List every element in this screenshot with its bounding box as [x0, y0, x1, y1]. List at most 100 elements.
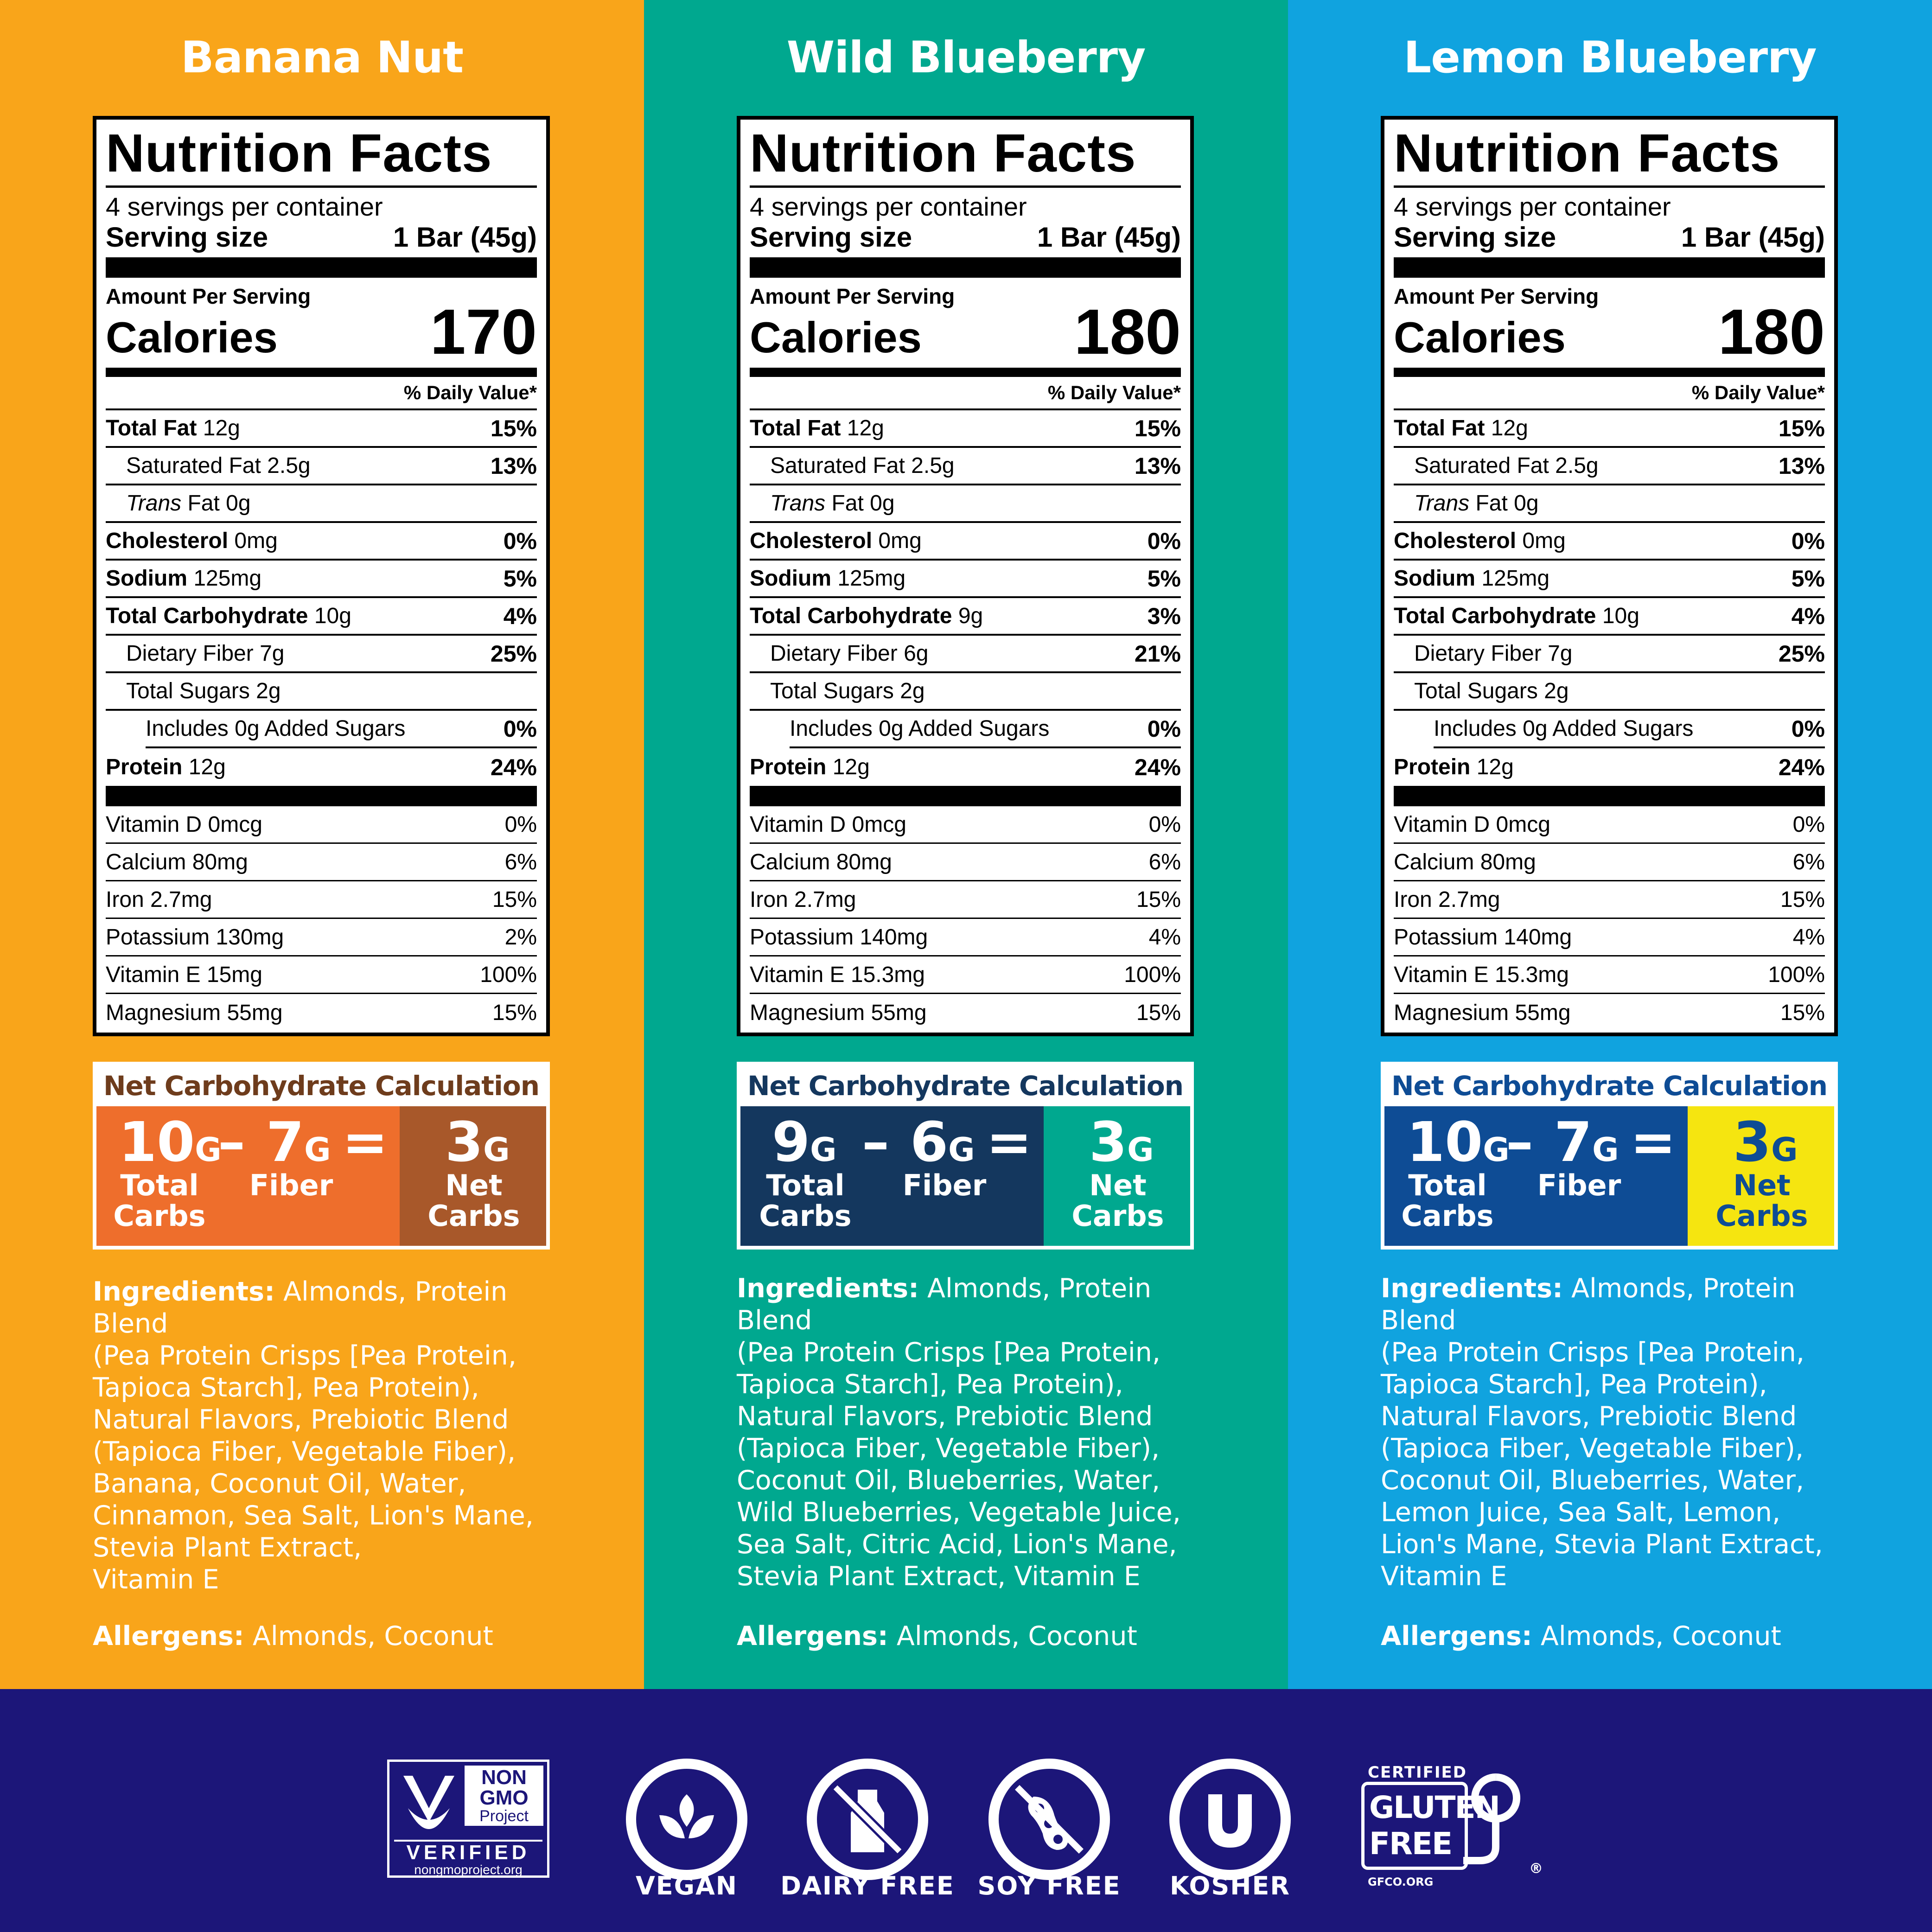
- vitamin-percent: 100%: [480, 962, 537, 987]
- vitamin-label: Calcium 80mg: [1394, 849, 1536, 874]
- total-carbohydrate-row: Total Carbohydrate 9g 3%: [750, 598, 1181, 636]
- added-sugars-row: Includes 0g Added Sugars 0%: [146, 711, 537, 748]
- flavor-column: Wild Blueberry Nutrition Facts 4 servings …: [644, 0, 1288, 1689]
- vitamin-label: Potassium 140mg: [750, 925, 928, 950]
- vitamin-label: Calcium 80mg: [750, 849, 892, 874]
- dietary-fiber-row: Dietary Fiber 7g 25%: [106, 636, 537, 673]
- fiber-number: 7: [1554, 1110, 1593, 1174]
- sodium-row-amount: 125mg: [1481, 566, 1550, 591]
- ingredients-line: (Pea Protein Crisps [Pea Protein,: [737, 1337, 1210, 1369]
- total-carbs-value: 10G: [119, 1115, 222, 1169]
- total-fat-row: Total Fat 12g 15%: [750, 410, 1181, 448]
- serving-size-value: 1 Bar (45g): [393, 222, 537, 253]
- sodium-row-percent: 5%: [1147, 565, 1181, 592]
- gluten-free-reg: ®: [1529, 1861, 1543, 1877]
- daily-value-heading: % Daily Value*: [106, 377, 537, 410]
- allergens-value: Almonds, Coconut: [888, 1621, 1137, 1651]
- sodium-row: Sodium 125mg 5%: [750, 561, 1181, 598]
- vitamin-row: Iron 2.7mg 15%: [750, 881, 1181, 919]
- total-fat-row-label: Total Fat 12g: [1394, 415, 1528, 441]
- allergens-label: Allergens:: [93, 1621, 244, 1651]
- net-carb-result: 3G Net Carbs: [1044, 1106, 1190, 1246]
- vitamins-list: Vitamin D 0mcg 0% Calcium 80mg 6% Iron 2.7mg…: [1394, 806, 1825, 1032]
- protein-label: Protein 12g: [106, 754, 226, 780]
- vitamin-label: Calcium 80mg: [106, 849, 248, 874]
- total-carbohydrate-row-name: Total Carbohydrate: [106, 604, 308, 628]
- trans-fat-italic: Trans: [126, 491, 182, 516]
- allergens-label: Allergens:: [737, 1621, 888, 1651]
- saturated-fat-row-label: Saturated Fat 2.5g: [770, 453, 955, 478]
- total-carbs-label-line: Carbs: [1401, 1199, 1494, 1233]
- total-fat-row: Total Fat 12g 15%: [106, 410, 537, 448]
- trans-fat-amount: Fat 0g: [1475, 491, 1539, 516]
- vitamin-label: Magnesium 55mg: [750, 1001, 927, 1025]
- non-gmo-verified: VERIFIED: [394, 1840, 542, 1864]
- cholesterol-row: Cholesterol 0mg 0%: [1394, 523, 1825, 561]
- ingredients-line: Ingredients: Almonds, Protein Blend: [1381, 1273, 1854, 1337]
- ingredients-line-text: (Pea Protein Crisps [Pea Protein,: [737, 1337, 1161, 1368]
- net-carb-left: 10G –7G = Total Carbs Fiber: [1384, 1106, 1688, 1246]
- badge-label: VEGAN: [636, 1871, 738, 1900]
- protein-name: Protein: [106, 755, 183, 779]
- allergens-text: Allergens: Almonds, Coconut: [737, 1620, 1137, 1652]
- ingredients-line: Ingredients: Almonds, Protein Blend: [93, 1276, 566, 1340]
- net-carbs-label: Net Carbs: [1711, 1170, 1813, 1231]
- ingredients-line: Coconut Oil, Blueberries, Water,: [737, 1465, 1210, 1497]
- total-sugars-row: Total Sugars 2g: [750, 673, 1181, 711]
- net-carbs-label-line: Net: [1733, 1168, 1791, 1202]
- total-fat-row-amount: 12g: [1491, 416, 1528, 440]
- net-carbs-value: 3G: [1089, 1115, 1154, 1169]
- vitamin-row: Vitamin D 0mcg 0%: [750, 806, 1181, 844]
- total-carbohydrate-row: Total Carbohydrate 10g 4%: [106, 598, 537, 636]
- saturated-fat-row-label: Saturated Fat 2.5g: [126, 453, 311, 478]
- divider-thick: [106, 257, 537, 278]
- net-carb-equation: 10G –7G = Total Carbs Fiber 3G Net Carbs: [96, 1106, 546, 1246]
- vitamin-percent: 15%: [1136, 1001, 1181, 1025]
- protein-name: Protein: [1394, 755, 1471, 779]
- sodium-row-name: Sodium: [106, 566, 187, 591]
- vitamin-percent: 15%: [492, 1001, 537, 1025]
- ingredients-line-text: Banana, Coconut Oil, Water,: [93, 1468, 466, 1499]
- ingredients-line-text: Tapioca Starch], Pea Protein),: [1381, 1369, 1767, 1400]
- serving-size-row: Serving size 1 Bar (45g): [1394, 222, 1825, 253]
- ingredients-text: Ingredients: Almonds, Protein Blend (Pea …: [93, 1276, 566, 1596]
- allergens-value: Almonds, Coconut: [1532, 1621, 1781, 1651]
- total-carbohydrate-row-amount: 10g: [1602, 604, 1639, 628]
- ingredients-line-text: Natural Flavors, Prebiotic Blend: [737, 1401, 1153, 1432]
- ingredients-line: Ingredients: Almonds, Protein Blend: [737, 1273, 1210, 1337]
- fiber-unit: G: [948, 1131, 975, 1169]
- added-sugars-percent: 0%: [1147, 715, 1181, 742]
- ingredients-line-text: (Pea Protein Crisps [Pea Protein,: [1381, 1337, 1805, 1368]
- dietary-fiber-row-percent: 21%: [1134, 640, 1181, 667]
- vitamin-row: Potassium 130mg 2%: [106, 919, 537, 956]
- vitamin-percent: 6%: [1792, 849, 1825, 874]
- cholesterol-row: Cholesterol 0mg 0%: [750, 523, 1181, 561]
- ingredients-line: Stevia Plant Extract, Vitamin E: [737, 1561, 1210, 1593]
- ingredients-line: Cinnamon, Sea Salt, Lion's Mane,: [93, 1500, 566, 1532]
- cholesterol-row-percent: 0%: [1147, 528, 1181, 554]
- divider-medium: [1394, 368, 1825, 377]
- ingredients-line: Natural Flavors, Prebiotic Blend: [1381, 1401, 1854, 1433]
- vitamin-percent: 15%: [1780, 887, 1825, 912]
- total-carbohydrate-row-percent: 3%: [1147, 603, 1181, 629]
- calories-value: 170: [430, 296, 537, 368]
- serving-size-value: 1 Bar (45g): [1681, 222, 1825, 253]
- total-carbohydrate-row-name: Total Carbohydrate: [1394, 604, 1596, 628]
- total-fat-row: Total Fat 12g 15%: [1394, 410, 1825, 448]
- nutrition-facts-heading: Nutrition Facts: [750, 126, 1181, 188]
- net-carbs-label-line: Carbs: [427, 1199, 520, 1233]
- ingredients-line-text: Lemon Juice, Sea Salt, Lemon,: [1381, 1497, 1781, 1528]
- soybean-crossed-icon-glyph: [1015, 1785, 1084, 1854]
- saturated-fat-row: Saturated Fat 2.5g 13%: [750, 448, 1181, 485]
- nutrition-facts-panel: Nutrition Facts 4 servings per container S…: [1381, 116, 1838, 1036]
- ingredients-line-text: Almonds, Protein Blend: [1381, 1273, 1796, 1336]
- cholesterol-row-name: Cholesterol: [1394, 529, 1517, 553]
- total-carbs-number: 9: [772, 1110, 810, 1174]
- vitamin-row: Vitamin D 0mcg 0%: [1394, 806, 1825, 844]
- fiber-number: 7: [266, 1110, 305, 1174]
- divider-thick: [106, 786, 537, 806]
- gluten-free-textbox: GLUTEN FREE: [1361, 1782, 1500, 1870]
- flavor-column: Lemon Blueberry Nutrition Facts 4 servings…: [1288, 0, 1932, 1689]
- fiber-unit: G: [1592, 1131, 1619, 1169]
- u-kosher-icon-glyph: [1208, 1794, 1252, 1848]
